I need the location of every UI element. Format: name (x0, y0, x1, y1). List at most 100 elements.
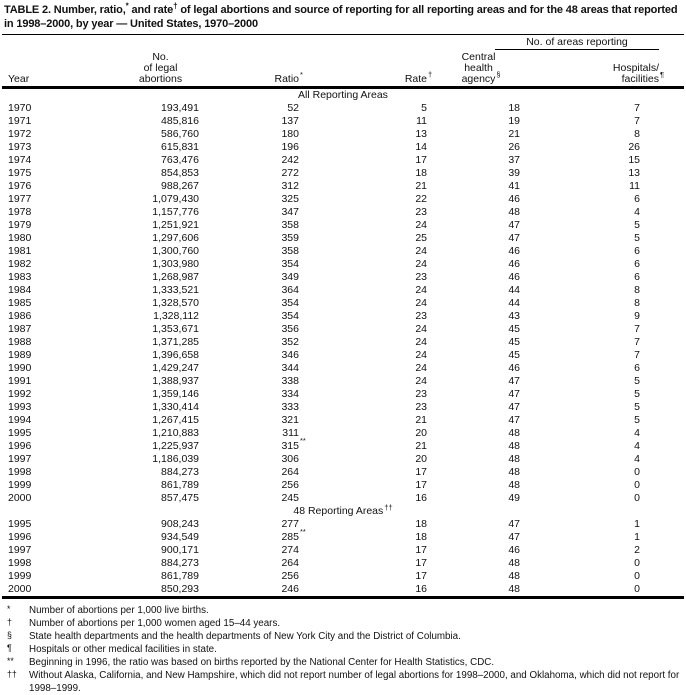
cell-central-health-agency: 48 (508, 479, 520, 491)
cell-year: 1979 (8, 219, 32, 231)
cell-ratio: 352 (281, 336, 299, 348)
footnote-marker: § (7, 630, 12, 640)
cell-rate: 23 (415, 271, 427, 283)
cell-year: 1984 (8, 284, 32, 296)
section-label: All Reporting Areas (298, 89, 388, 101)
cell-year: 1977 (8, 193, 32, 205)
cell-no-of-legal-abortions: 1,359,146 (152, 388, 199, 400)
table-row: 1979 1,251,921 358 24 47 5 (2, 219, 684, 232)
cell-central-health-agency: 49 (508, 492, 520, 504)
cell-hospitals-facilities: 4 (634, 440, 640, 452)
footnote: † Number of abortions per 1,000 women age… (2, 617, 684, 630)
title-text-2: and rate (128, 4, 174, 16)
table-title: TABLE 2. Number, ratio,* and rate† of le… (2, 2, 682, 34)
spanner-spacer (2, 35, 427, 51)
table-row: 1987 1,353,671 356 24 45 7 (2, 323, 684, 336)
cell-no-of-legal-abortions: 1,353,671 (152, 323, 199, 335)
cell-no-of-legal-abortions: 1,157,776 (152, 206, 199, 218)
cell-no-of-legal-abortions: 1,388,937 (152, 375, 199, 387)
cell-year: 1980 (8, 232, 32, 244)
cell-ratio: 334 (281, 388, 299, 400)
cell-rate: 16 (415, 583, 427, 595)
cell-no-of-legal-abortions: 193,491 (161, 102, 199, 114)
cell-no-of-legal-abortions: 1,328,112 (153, 310, 199, 322)
cell-ratio: 344 (281, 362, 299, 374)
table-row: 1990 1,429,247 344 24 46 6 (2, 362, 684, 375)
cell-year: 1996 (8, 531, 32, 543)
cell-rate: 18 (415, 518, 427, 530)
footnote-marker: †† (7, 669, 17, 679)
cell-year: 1971 (8, 115, 32, 127)
cell-rate: 24 (415, 258, 427, 270)
cell-ratio: 264 (281, 557, 299, 569)
cell-ratio: 356 (281, 323, 299, 335)
cell-hospitals-facilities: 5 (634, 232, 640, 244)
cell-year: 2000 (8, 583, 32, 595)
cell-no-of-legal-abortions: 861,789 (161, 570, 199, 582)
cell-central-health-agency: 47 (508, 401, 520, 413)
table-row: 1996 934,549 285 ** 18 47 1 (2, 527, 684, 544)
cell-hospitals-facilities: 8 (634, 128, 640, 140)
cell-no-of-legal-abortions: 615,831 (161, 141, 199, 153)
cell-no-of-legal-abortions: 908,243 (161, 518, 199, 530)
cell-year: 1972 (8, 128, 32, 140)
cell-year: 1995 (8, 427, 32, 439)
cell-central-health-agency: 26 (508, 141, 520, 153)
footnote-text: Number of abortions per 1,000 women aged… (29, 618, 281, 629)
cell-hospitals-facilities: 7 (634, 349, 640, 361)
cell-rate: 24 (415, 375, 427, 387)
cell-rate: 20 (415, 427, 427, 439)
column-header-rate: Rate † (299, 50, 432, 89)
cell-central-health-agency: 48 (508, 557, 520, 569)
cell-year: 1991 (8, 375, 32, 387)
title-footnote-marker-2: † (173, 1, 178, 11)
cell-rate: 25 (415, 232, 427, 244)
spanner-cell: No. of areas reporting (427, 35, 684, 50)
cell-rate: 14 (415, 141, 427, 153)
cell-ratio: 346 (281, 349, 299, 361)
title-text-1: TABLE 2. Number, ratio, (4, 4, 126, 16)
cell-rate: 24 (415, 323, 427, 335)
table-row: 1970 193,491 52 5 18 7 (2, 102, 684, 115)
cell-year: 1978 (8, 206, 32, 218)
section-header-row: 48 Reporting Areas†† (2, 502, 684, 518)
cell-ratio: 246 (281, 583, 299, 595)
cell-central-health-agency: 46 (508, 271, 520, 283)
cell-rate: 21 (415, 440, 427, 452)
cell-ratio: 285 ** (281, 527, 306, 543)
cell-year: 1990 (8, 362, 32, 374)
cell-central-health-agency: 43 (508, 310, 520, 322)
cell-year: 1985 (8, 297, 32, 309)
cell-hospitals-facilities: 0 (634, 570, 640, 582)
cell-hospitals-facilities: 7 (634, 323, 640, 335)
table-row: 1999 861,789 256 17 48 0 (2, 479, 684, 492)
cell-year: 1986 (8, 310, 32, 322)
cell-ratio: 52 (287, 102, 299, 114)
cell-ratio: 277 (281, 518, 299, 530)
table-row: 1973 615,831 196 14 26 26 (2, 141, 684, 154)
cell-central-health-agency: 46 (508, 193, 520, 205)
cell-rate: 24 (415, 297, 427, 309)
cell-hospitals-facilities: 6 (634, 193, 640, 205)
cell-year: 1998 (8, 557, 32, 569)
cell-hospitals-facilities: 5 (634, 414, 640, 426)
table-row: 1997 900,171 274 17 46 2 (2, 544, 684, 557)
cell-no-of-legal-abortions: 1,267,415 (152, 414, 199, 426)
cell-ratio: 325 (281, 193, 299, 205)
column-header-ratio: Ratio * (199, 50, 303, 89)
cell-central-health-agency: 48 (508, 453, 520, 465)
cell-ratio: 315 ** (281, 436, 306, 452)
section-label: 48 Reporting Areas†† (293, 502, 393, 517)
cell-no-of-legal-abortions: 884,273 (161, 557, 199, 569)
cell-hospitals-facilities: 0 (634, 479, 640, 491)
cell-rate: 24 (415, 284, 427, 296)
cell-year: 1987 (8, 323, 32, 335)
cell-year: 1993 (8, 401, 32, 413)
table-row: 1992 1,359,146 334 23 47 5 (2, 388, 684, 401)
cell-no-of-legal-abortions: 861,789 (161, 479, 199, 491)
cell-no-of-legal-abortions: 1,079,430 (152, 193, 199, 205)
spanner-label: No. of areas reporting (495, 36, 659, 50)
cell-central-health-agency: 37 (508, 154, 520, 166)
cell-no-of-legal-abortions: 1,333,521 (152, 284, 199, 296)
cell-no-of-legal-abortions: 1,371,285 (152, 336, 199, 348)
